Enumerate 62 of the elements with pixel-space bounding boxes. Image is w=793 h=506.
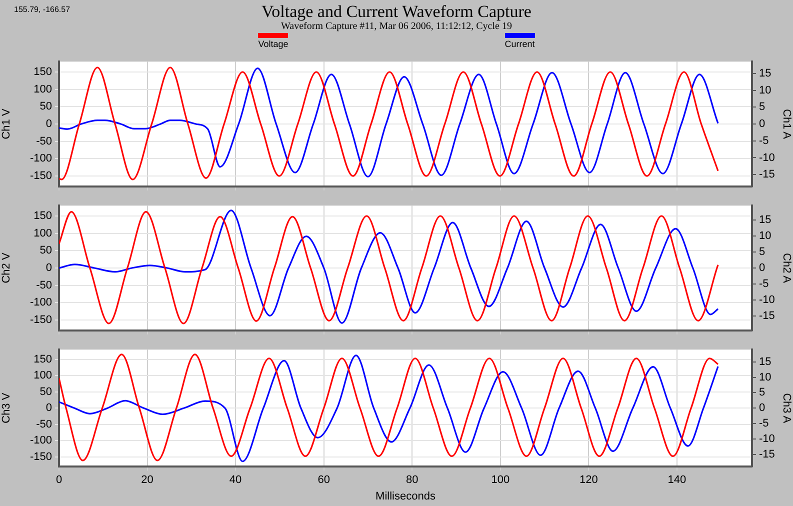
- y2-tick-label: 5: [759, 246, 766, 258]
- y-tick-label: -150: [30, 450, 52, 463]
- y-tick-label: 0: [46, 118, 52, 130]
- x-tick-label: 20: [141, 474, 154, 486]
- y-axis-title: Ch1 V: [0, 108, 13, 140]
- y-tick-label: -50: [36, 135, 52, 148]
- x-tick-label: 140: [668, 474, 686, 486]
- y-tick-label: 100: [34, 370, 52, 382]
- y-tick-label: 50: [40, 244, 52, 257]
- y2-tick-label: -15: [759, 168, 775, 181]
- y2-axis-title: Ch1 A: [780, 109, 792, 140]
- y-tick-label: -100: [30, 434, 52, 447]
- x-tick-label: 0: [56, 474, 62, 486]
- y2-tick-label: 5: [759, 386, 766, 399]
- y2-tick-label: 5: [759, 101, 766, 114]
- chart-title: Voltage and Current Waveform Capture: [262, 2, 532, 21]
- x-tick-label: 120: [580, 474, 598, 486]
- y-tick-label: -150: [30, 170, 52, 182]
- x-tick-label: 80: [406, 474, 418, 486]
- y-tick-label: 150: [34, 353, 52, 366]
- y2-tick-label: 15: [759, 67, 772, 80]
- y-axis-title: Ch2 V: [0, 252, 13, 284]
- y2-tick-label: -5: [759, 418, 769, 430]
- y2-axis-title: Ch2 A: [780, 253, 792, 284]
- y-tick-label: -50: [36, 418, 52, 430]
- y2-tick-label: 0: [759, 262, 766, 274]
- y-tick-label: 50: [40, 100, 52, 113]
- y2-tick-label: 10: [759, 84, 772, 96]
- x-tick-label: 100: [491, 474, 510, 486]
- y2-tick-label: 15: [759, 356, 772, 368]
- y-tick-label: -50: [36, 279, 52, 292]
- y2-tick-label: 0: [759, 118, 766, 130]
- y2-tick-label: 10: [759, 230, 772, 242]
- y-tick-label: 50: [40, 386, 52, 398]
- y2-tick-label: -10: [759, 432, 775, 445]
- y-tick-label: 0: [46, 262, 52, 274]
- y-tick-label: 100: [34, 83, 52, 96]
- x-axis-title: Milliseconds: [376, 490, 436, 502]
- y-tick-label: -100: [30, 152, 52, 165]
- y2-tick-label: 10: [759, 371, 772, 384]
- y-tick-label: 150: [34, 66, 52, 78]
- y-tick-label: 0: [46, 402, 52, 414]
- y-axis-title: Ch3 V: [0, 392, 13, 424]
- legend-label: Voltage: [258, 39, 288, 49]
- y2-tick-label: -10: [759, 152, 775, 164]
- chart-subtitle: Waveform Capture #11, Mar 06 2006, 11:12:12, Cycle 19: [280, 21, 513, 32]
- y-tick-label: 100: [34, 227, 52, 240]
- x-tick-label: 40: [229, 474, 242, 486]
- y2-tick-label: -5: [759, 134, 769, 147]
- y2-tick-label: 15: [759, 214, 772, 226]
- y-tick-label: -100: [30, 296, 52, 309]
- y-tick-label: -150: [30, 314, 52, 326]
- y2-tick-label: -15: [759, 448, 775, 460]
- y2-tick-label: 0: [759, 402, 766, 414]
- text: 155.79, -166.57: [14, 5, 70, 14]
- y2-tick-label: -15: [759, 310, 775, 322]
- y-tick-label: 150: [34, 210, 52, 222]
- y2-tick-label: -5: [759, 278, 769, 290]
- x-tick-label: 60: [318, 474, 330, 486]
- y2-tick-label: -10: [759, 294, 775, 306]
- legend-label: Current: [504, 39, 535, 49]
- y2-axis-title: Ch3 A: [780, 393, 792, 424]
